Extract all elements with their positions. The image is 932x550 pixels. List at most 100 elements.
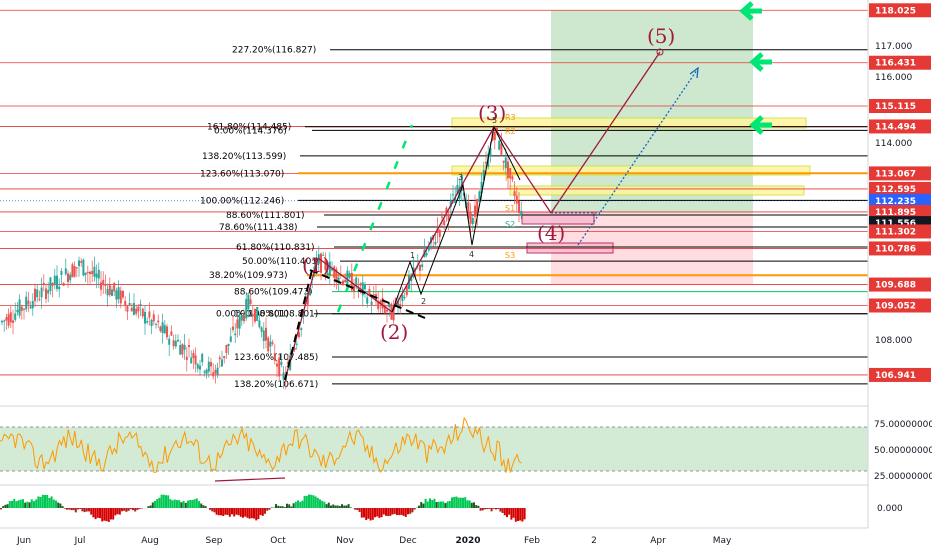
momentum-bar <box>63 508 66 509</box>
momentum-bar <box>127 508 130 511</box>
candle-body <box>177 339 179 342</box>
candle-body <box>34 288 36 302</box>
candle-body <box>168 338 171 345</box>
momentum-bar <box>90 508 93 515</box>
momentum-bar <box>288 504 291 508</box>
price-tag-label: 111.895 <box>875 208 916 218</box>
candle-body <box>115 290 118 300</box>
candle-body <box>397 301 399 308</box>
momentum-bar <box>125 508 128 512</box>
x-tick: 2020 <box>455 536 480 546</box>
candle-body <box>236 319 239 329</box>
sub-wave-label: 1 <box>410 251 415 260</box>
candle-body <box>29 306 32 309</box>
momentum-bar <box>332 504 335 508</box>
candle-body <box>509 168 512 179</box>
wave-segment <box>550 51 661 214</box>
momentum-bar <box>92 508 95 518</box>
candle-body <box>421 264 424 267</box>
momentum-bar <box>404 508 407 517</box>
candle-body <box>181 344 184 355</box>
price-axis <box>868 0 932 528</box>
momentum-bar <box>257 508 260 520</box>
momentum-bar <box>6 504 9 508</box>
fib-level-label: 88.60%(109.473) <box>234 288 313 298</box>
candle-body <box>262 330 265 342</box>
momentum-bar <box>81 508 84 512</box>
momentum-bar <box>391 508 394 515</box>
candle-body <box>467 202 470 219</box>
momentum-bar <box>378 508 381 518</box>
candle-body <box>298 332 300 338</box>
highlight-box <box>451 117 807 129</box>
candle-body <box>361 282 364 296</box>
candle-body <box>185 356 188 360</box>
momentum-bar <box>374 508 376 518</box>
momentum-bar <box>48 498 51 508</box>
candle-body <box>372 294 375 296</box>
candle-body <box>124 300 127 306</box>
fib-level-label: 0.00%(114.376) <box>214 126 287 136</box>
momentum-bar <box>57 502 60 508</box>
candle-body <box>500 143 503 155</box>
momentum-bar <box>220 508 222 516</box>
momentum-bar <box>264 508 266 514</box>
momentum-bar <box>189 499 192 508</box>
momentum-bar <box>132 508 134 511</box>
candle-body <box>265 327 267 341</box>
momentum-bar <box>294 501 297 508</box>
price-tag <box>869 204 931 219</box>
momentum-bar <box>314 496 317 508</box>
momentum-bar <box>250 508 253 519</box>
momentum-bar <box>235 508 238 515</box>
candle-body <box>370 301 373 305</box>
candle-body <box>38 299 41 301</box>
momentum-bar <box>367 508 370 519</box>
momentum-bar <box>369 508 372 521</box>
candle-body <box>42 282 45 285</box>
candle-body <box>119 290 122 304</box>
momentum-bar <box>473 502 475 508</box>
candle-body <box>166 326 168 338</box>
momentum-bar <box>435 502 438 508</box>
momentum-bar <box>451 497 453 508</box>
candle-body <box>91 270 94 275</box>
x-tick: Aug <box>141 536 159 546</box>
candle-body <box>515 195 518 204</box>
candle-body <box>243 315 245 322</box>
momentum-bar <box>0 508 2 510</box>
candle-body <box>480 181 483 194</box>
candle-body <box>18 299 21 316</box>
momentum-bar <box>343 505 346 508</box>
candle-body <box>196 364 199 369</box>
candle-body <box>95 273 98 278</box>
fib-level-label: 38.20%(109.973) <box>209 271 288 281</box>
momentum-bar <box>41 494 44 508</box>
candle-body <box>100 282 102 290</box>
momentum-tick: 0.000 <box>877 504 903 514</box>
price-tag-label: 116.431 <box>875 59 916 69</box>
candle-body <box>150 319 153 327</box>
momentum-bar <box>457 497 460 508</box>
price-tag <box>869 298 931 313</box>
momentum-bar <box>442 501 445 508</box>
candle-body <box>20 306 23 311</box>
candle-body <box>157 320 160 323</box>
momentum-bar <box>66 508 68 510</box>
candle-body <box>214 369 217 374</box>
candle-body <box>58 286 61 290</box>
candle-body <box>23 308 25 310</box>
momentum-bar <box>407 508 409 515</box>
momentum-bar <box>325 504 328 508</box>
candle-body <box>3 320 6 322</box>
candle-body <box>353 285 355 292</box>
x-tick: May <box>713 536 732 546</box>
momentum-bar <box>479 508 482 511</box>
price-tag-label: 109.688 <box>875 281 916 291</box>
candle-body <box>287 362 289 364</box>
momentum-bar <box>191 499 194 508</box>
momentum-bar <box>239 508 242 517</box>
momentum-bar <box>209 508 211 510</box>
momentum-bar <box>129 508 132 510</box>
